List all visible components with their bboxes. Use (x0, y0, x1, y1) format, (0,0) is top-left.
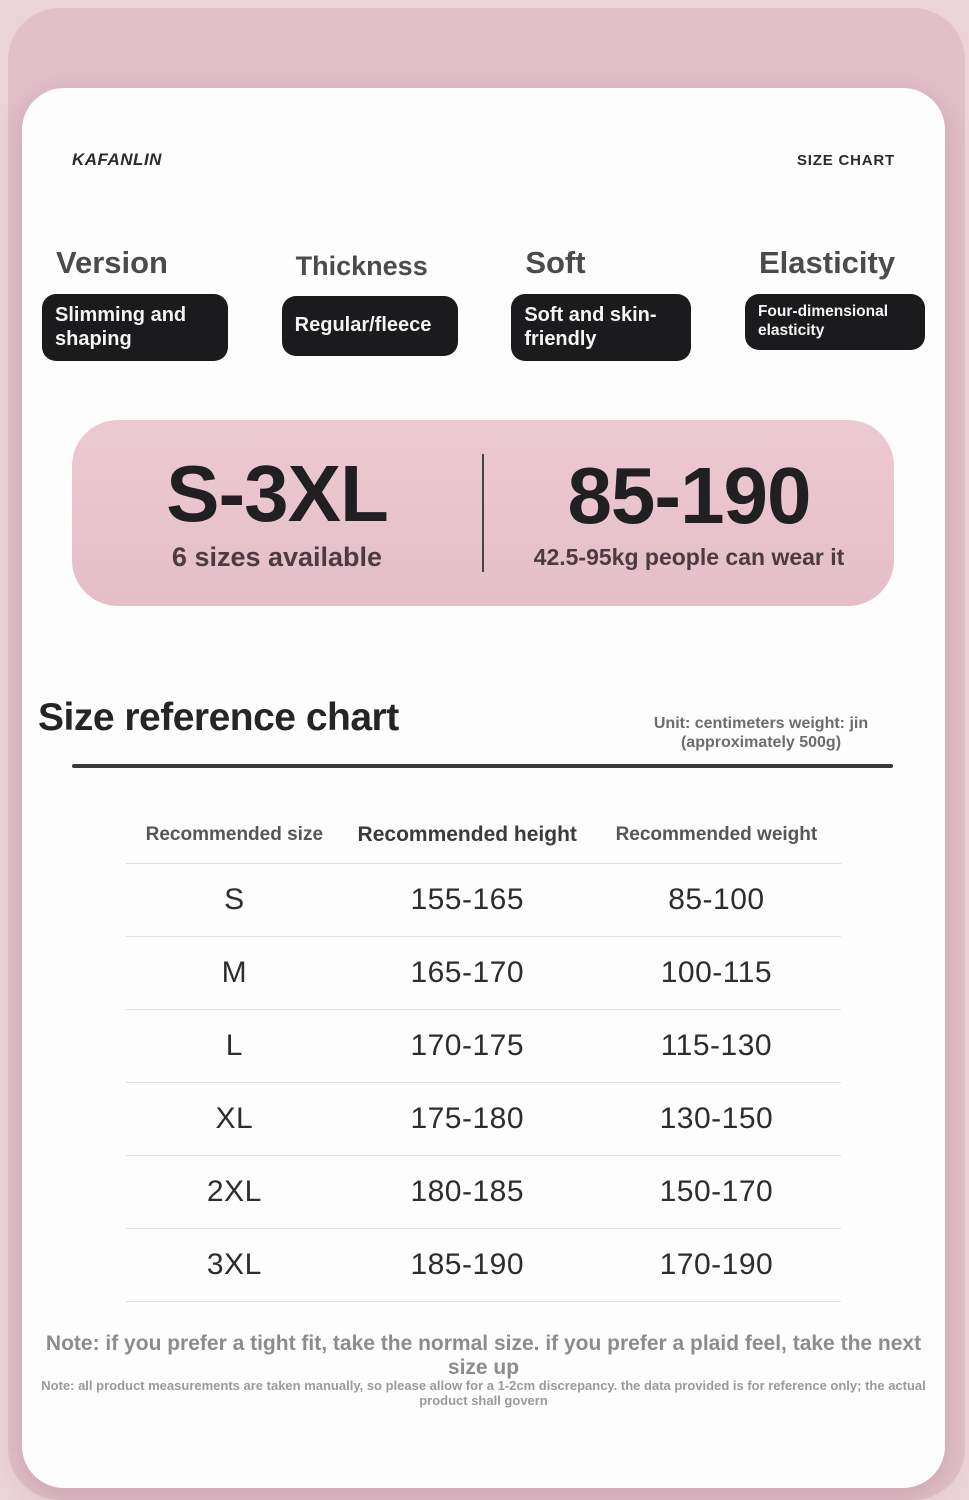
feature-value-pill: Soft and skin-friendly (511, 294, 692, 361)
unit-note-line1: Unit: centimeters weight: jin (653, 715, 869, 732)
cell-weight: 170-190 (659, 1248, 774, 1281)
cell-weight: 85-100 (668, 883, 765, 916)
cell-size: 2XL (206, 1175, 262, 1208)
section-title: Size reference chart (38, 696, 399, 739)
feature-value-pill: Slimming and shaping (42, 294, 228, 361)
cell-size: 3XL (206, 1248, 262, 1281)
cell-weight: 100-115 (660, 956, 773, 989)
column-header-size: Recommended size (145, 823, 324, 845)
page-label: SIZE CHART (797, 152, 895, 169)
cell-size: XL (215, 1102, 254, 1135)
size-range-caption: 6 sizes available (171, 541, 383, 572)
table-row: XL 175-180 130-150 (126, 1083, 841, 1156)
feature-value-pill: Regular/fleece (281, 295, 458, 356)
table-row: M 165-170 100-115 (126, 937, 841, 1010)
feature-title: Elasticity (758, 245, 896, 280)
column-header-weight: Recommended weight (615, 823, 818, 845)
table-row: L 170-175 115-130 (126, 1010, 841, 1083)
banner-divider (482, 454, 484, 572)
feature-title: Soft (525, 245, 586, 280)
feature-soft: Soft Soft and skin-friendly (511, 245, 692, 361)
table-row: S 155-165 85-100 (126, 864, 841, 937)
banner-weight-range: 85-190 42.5-95kg people can wear it (484, 450, 894, 571)
feature-value-pill: Four-dimensional elasticity (744, 294, 925, 350)
weight-range-caption: 42.5-95kg people can wear it (533, 543, 845, 570)
cell-height: 170-175 (410, 1029, 525, 1062)
cell-size: S (224, 883, 245, 916)
cell-weight: 150-170 (659, 1175, 774, 1208)
size-range-value: S-3XL (166, 448, 389, 538)
cell-size: L (225, 1029, 243, 1062)
feature-thickness: Thickness Regular/fleece (281, 246, 458, 361)
unit-note-line2: (approximately 500g) (680, 734, 842, 752)
column-header-height: Recommended height (357, 822, 577, 846)
cell-height: 155-165 (410, 883, 525, 916)
size-chart-card: KAFANLIN SIZE CHART Version Slimming and… (22, 88, 945, 1488)
table-header-row: Recommended size Recommended height Reco… (126, 806, 841, 864)
feature-title: Version (56, 245, 168, 280)
note-measurement-disclaimer: Note: all product measurements are taken… (41, 1378, 926, 1408)
cell-weight: 130-150 (659, 1102, 774, 1135)
cell-height: 165-170 (410, 956, 525, 989)
size-range-banner: S-3XL 6 sizes available 85-190 42.5-95kg… (72, 420, 894, 606)
table-row: 2XL 180-185 150-170 (126, 1156, 841, 1229)
cell-height: 180-185 (410, 1175, 525, 1208)
cell-weight: 115-130 (660, 1029, 773, 1062)
table-row: 3XL 185-190 170-190 (126, 1229, 841, 1302)
cell-height: 175-180 (410, 1102, 525, 1135)
brand-logo: KAFANLIN (72, 150, 162, 169)
feature-title: Thickness (295, 251, 428, 281)
feature-row: Version Slimming and shaping Thickness R… (42, 245, 925, 361)
cell-height: 185-190 (410, 1248, 525, 1281)
cell-size: M (221, 956, 248, 989)
section-divider-rule (72, 764, 893, 768)
feature-elasticity: Elasticity Four-dimensional elasticity (744, 245, 925, 361)
note-fit-advice: Note: if you prefer a tight fit, take th… (45, 1332, 922, 1379)
banner-size-range: S-3XL 6 sizes available (72, 448, 482, 573)
feature-version: Version Slimming and shaping (42, 245, 228, 361)
unit-note: Unit: centimeters weight: jin (approxima… (631, 714, 891, 752)
size-table: Recommended size Recommended height Reco… (126, 806, 841, 1302)
weight-range-value: 85-190 (567, 450, 811, 540)
